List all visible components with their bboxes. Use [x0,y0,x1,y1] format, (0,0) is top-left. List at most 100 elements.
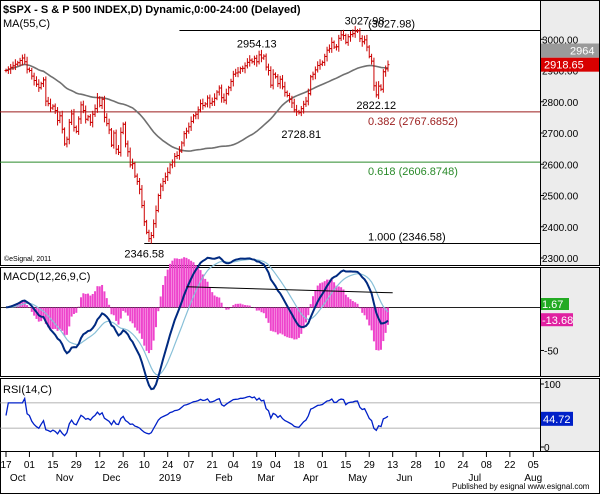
macd-hist-bar [366,307,368,319]
time-tick-day: 10 [139,460,151,471]
macd-hist-bar [333,282,335,307]
macd-hist-bar [75,307,77,312]
macd-hist-bar [239,304,241,308]
macd-hist-bar [204,279,206,308]
time-tick-day: 04 [270,460,282,471]
macd-hist-bar [96,286,98,307]
time-tick-month: May [348,473,367,484]
macd-hist-bar [282,307,284,334]
macd-hist-bar [127,307,129,315]
macd-hist-bar [139,307,141,333]
macd-hist-bar [164,276,166,307]
macd-hist-bar [200,270,202,307]
macd-hist-bar [78,307,80,308]
macd-label: MACD(12,26,9,C) [3,271,90,283]
ma-label: MA(55,C) [3,18,50,30]
macd-hist-bar [216,297,218,308]
copyright-label: ©eSignal, 2011 [4,255,52,263]
time-tick-day: 24 [162,460,174,471]
macd-hist-bar [256,307,258,310]
macd-hist-bar [335,286,337,308]
time-tick-day: 15 [47,460,59,471]
footer-url: www.esignal.com [527,482,590,491]
macd-hist-bar [171,261,173,308]
fib-label: 0.618 (2606.8748) [368,166,458,178]
macd-hist-bar [82,293,84,307]
macd-hist-bar [275,307,277,332]
macd-hist-bar [249,306,251,308]
macd-hist-bar [101,285,103,307]
macd-hist-bar [218,298,220,308]
macd-hist-bar [305,307,307,322]
macd-hist-bar [178,259,180,307]
price-tick-label: 2400.00 [542,223,579,234]
macd-hist-bar [92,294,94,307]
time-tick-month: Dec [103,473,121,484]
macd-hist-bar [89,296,91,308]
macd-hist-bar [68,307,70,326]
macd-hist-bar [242,304,244,307]
price-tick-label: 2500.00 [542,192,579,203]
macd-hist-bar [345,295,347,308]
macd-hist-bar [108,305,110,308]
macd-hist-bar [284,307,286,336]
time-tick-day: 24 [457,460,469,471]
time-tick-month: Oct [10,473,26,484]
macd-hist-bar [120,307,122,318]
macd-hist-bar [244,305,246,307]
macd-hist-bar [246,305,248,307]
macd-hist-bar [85,294,87,307]
macd-hist-bar [378,307,380,350]
time-tick-day: 01 [24,460,36,471]
macd-hist-bar [192,262,194,307]
macd-hist-bar [143,307,145,345]
macd-hist-bar [117,307,119,324]
time-tick-day: 17 [0,460,12,471]
macd-hist-bar [225,307,227,309]
macd-hist-bar [99,286,101,307]
time-tick-month: Feb [215,473,233,484]
macd-hist-bar [214,295,216,307]
time-tick-day: 22 [504,460,516,471]
time-tick-day: 07 [183,460,195,471]
price-tick-label: 2800.00 [542,98,579,109]
macd-hist-bar [350,299,352,307]
macd-hist-bar [207,282,209,308]
macd-hist-bar [232,305,234,307]
time-tick-day: 01 [317,460,329,471]
macd-hist-bar [357,304,359,308]
macd-hist-bar [209,287,211,307]
macd-hist-bar [113,307,115,315]
macd-hist-bar [303,307,305,328]
macd-hist-bar [122,307,124,311]
macd-hist-bar [286,307,288,337]
chart-title: $SPX - S & P 500 INDEX,D) Dynamic,0:00-2… [3,4,301,16]
footer-published: Published by esignal [452,482,526,491]
macd-hist-bar [340,287,342,307]
macd-hist-bar [134,307,136,327]
rsi-value-label: 44.72 [543,414,571,426]
macd-value-label: 1.67 [542,299,563,311]
price-annotation: 2954.13 [237,39,277,51]
price-annotation: 3027.98 [345,16,385,28]
macd-hist-bar [347,297,349,307]
macd-hist-bar [380,307,382,349]
rsi-tick-label: 100 [544,380,561,391]
macd-hist-bar [28,307,30,308]
macd-hist-bar [235,304,237,308]
rsi-tick-label: 0 [544,443,550,454]
macd-tick-label: -50 [544,346,559,357]
macd-hist-bar [312,296,314,307]
macd-hist-bar [263,307,265,313]
macd-hist-bar [61,307,63,330]
macd-hist-bar [253,307,255,308]
macd-hist-bar [132,307,134,323]
time-tick-day: 18 [293,460,305,471]
macd-hist-bar [373,307,375,341]
macd-hist-bar [293,307,295,339]
macd-hist-bar [167,270,169,308]
macd-hist-label: -13.68 [542,315,573,327]
macd-hist-bar [223,307,225,308]
macd-hist-bar [354,302,356,307]
